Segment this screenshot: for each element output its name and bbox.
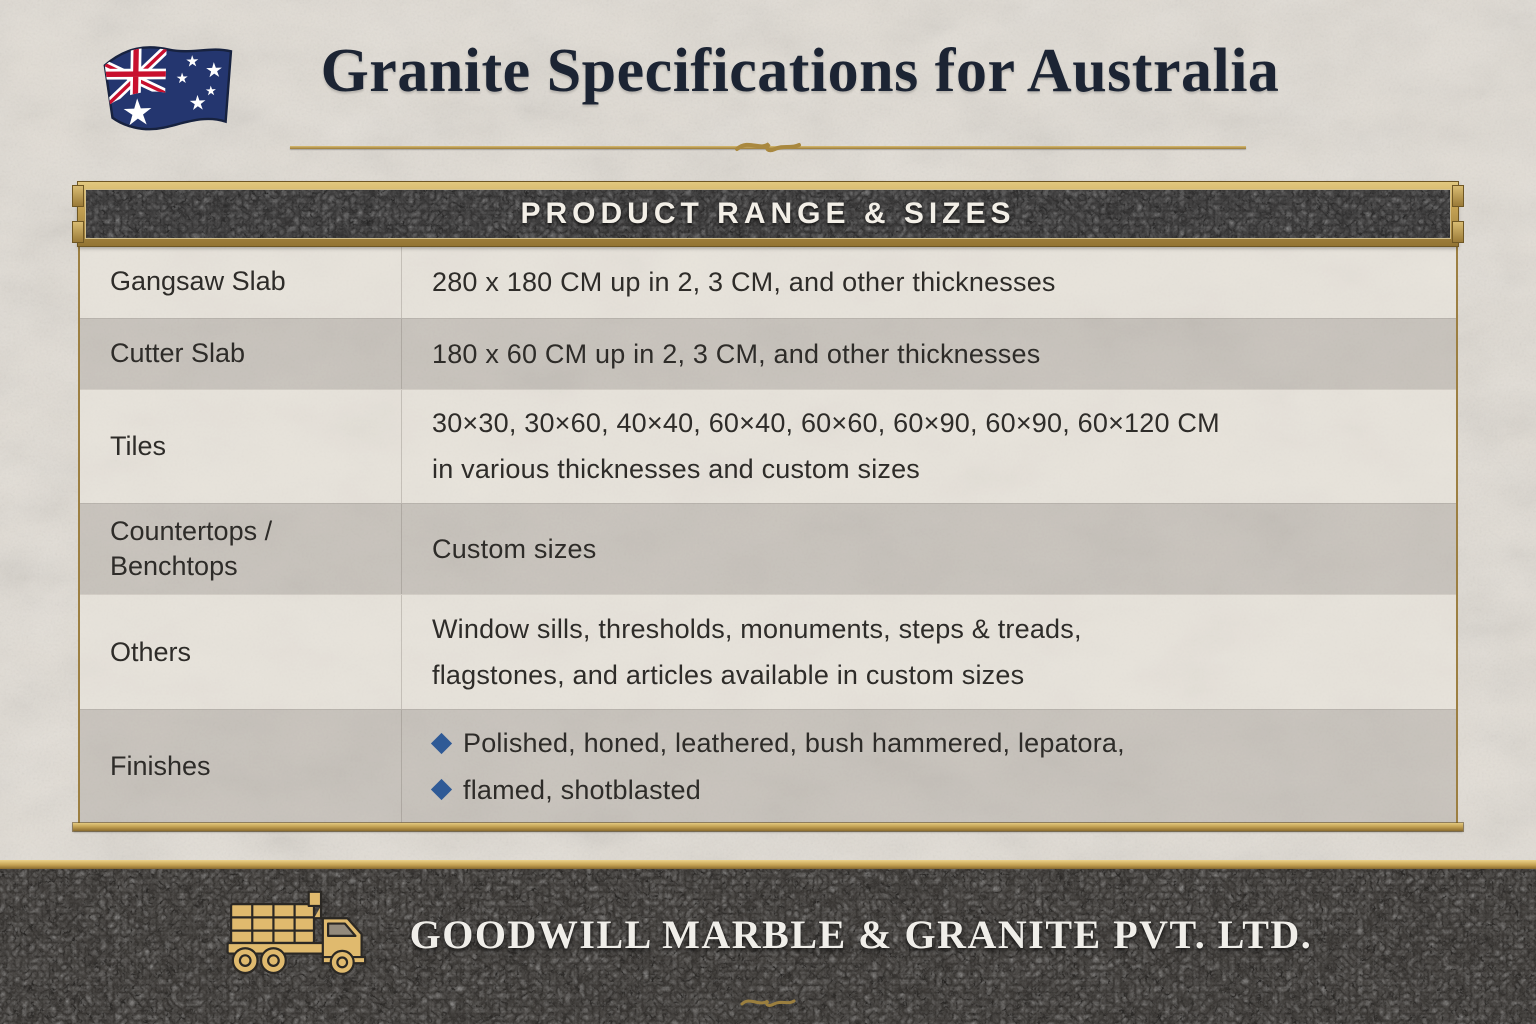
row-value-line2: flagstones, and articles available in cu… <box>432 660 1025 691</box>
row-label: Countertops / Benchtops <box>80 503 402 595</box>
table-row: Countertops / Benchtops Custom sizes <box>80 502 1456 595</box>
table-body: Gangsaw Slab 280 x 180 CM up in 2, 3 CM,… <box>78 246 1458 823</box>
row-label: Tiles <box>80 390 402 503</box>
footer-gold-bar <box>0 860 1536 869</box>
diamond-bullet-icon <box>430 779 453 801</box>
table-row: Finishes Polished, honed, leathered, bus… <box>80 709 1456 823</box>
table-header-plaque: PRODUCT RANGE & SIZES <box>73 182 1463 246</box>
row-value-line2: in various thicknesses and custom sizes <box>432 454 921 485</box>
finish-bullet-text: Polished, honed, leathered, bush hammere… <box>463 728 1125 759</box>
row-label: Finishes <box>80 710 402 823</box>
page-title: Granite Specifications for Australia <box>320 37 1280 105</box>
table-title: PRODUCT RANGE & SIZES <box>520 197 1016 230</box>
australia-flag-icon <box>94 31 244 148</box>
page-footer: GOODWILL MARBLE & GRANITE PVT. LTD. <box>0 860 1536 1024</box>
row-value: Window sills, thresholds, monuments, ste… <box>432 613 1082 644</box>
diamond-bullet-icon <box>430 732 453 754</box>
table-row: Tiles 30×30, 30×60, 40×40, 60×40, 60×60,… <box>80 389 1456 503</box>
row-value: 30×30, 30×60, 40×40, 60×40, 60×60, 60×90… <box>432 408 1220 438</box>
row-label: Others <box>80 595 402 710</box>
row-value: Custom sizes <box>432 533 597 564</box>
footer-ornament-icon <box>0 993 1536 1011</box>
table-row: Gangsaw Slab 280 x 180 CM up in 2, 3 CM,… <box>80 246 1456 318</box>
row-label: Cutter Slab <box>80 319 402 389</box>
page-header: Granite Specifications for Australia <box>0 0 1536 180</box>
table-bottom-gold-bar <box>73 822 1463 831</box>
row-label: Gangsaw Slab <box>80 246 402 318</box>
row-value: 280 x 180 CM up in 2, 3 CM, and other th… <box>432 266 1056 297</box>
product-range-table: PRODUCT RANGE & SIZES Gangsaw Slab 280 x… <box>73 182 1463 831</box>
company-name: GOODWILL MARBLE & GRANITE PVT. LTD. <box>409 911 1313 957</box>
table-row: Others Window sills, thresholds, monumen… <box>80 594 1456 710</box>
truck-icon <box>224 883 374 985</box>
table-row: Cutter Slab 180 x 60 CM up in 2, 3 CM, a… <box>80 318 1456 389</box>
finish-bullet-text: flamed, shotblasted <box>463 774 701 805</box>
row-value: 180 x 60 CM up in 2, 3 CM, and other thi… <box>432 338 1041 369</box>
divider-ornament-icon <box>733 133 803 159</box>
